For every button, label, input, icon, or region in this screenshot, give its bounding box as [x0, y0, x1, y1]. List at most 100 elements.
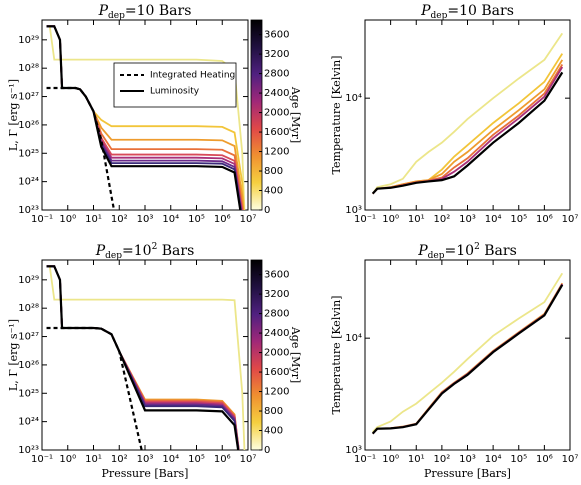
series-line — [46, 265, 240, 450]
x-tick-label: 10⁴ — [162, 214, 179, 225]
title-part: dep — [105, 251, 122, 261]
title-part: P — [420, 3, 431, 19]
series-line — [46, 265, 246, 450]
y-tick-label: 10²⁶ — [18, 120, 39, 131]
title-part: =10 Bars — [447, 3, 514, 19]
series-line — [46, 265, 240, 450]
series-line — [372, 64, 564, 195]
x-tick-label: 10⁰ — [59, 214, 76, 225]
series-line — [46, 265, 240, 450]
colorbar-tick-label: 0 — [264, 205, 270, 216]
colorbar-tick-label: 1200 — [264, 147, 289, 158]
y-tick-label: 10²⁷ — [18, 92, 39, 103]
series-line — [46, 265, 240, 450]
colorbar — [250, 259, 263, 451]
x-tick-label: 10⁰ — [382, 454, 399, 465]
panel: Pdep=102 Bars 10⁻¹ 10⁰ 10¹ 10² 10³ 10⁴ 10⁵ 10⁶ 10… — [7, 242, 302, 481]
y-tick-label: 10²⁷ — [18, 332, 39, 343]
y-tick-label: 10²⁹ — [18, 275, 39, 286]
colorbar-tick-label: 800 — [264, 166, 283, 177]
x-tick-label: 10⁻¹ — [354, 214, 376, 225]
title-part: Bars — [157, 243, 194, 259]
x-tick-label: 10⁵ — [188, 214, 205, 225]
lines — [46, 265, 246, 450]
x-tick-label: 10² — [434, 454, 451, 465]
series-line — [372, 272, 564, 433]
y-tick-label: 10²⁶ — [18, 360, 39, 371]
x-tick-label: 10⁰ — [382, 214, 399, 225]
x-tick-label: 10¹ — [408, 454, 425, 465]
y-axis-label: L, Γ [erg s⁻¹] — [7, 79, 20, 151]
x-tick-label: 10⁶ — [536, 214, 553, 225]
legend-box — [113, 62, 237, 108]
y-tick-label: 10³ — [345, 445, 362, 456]
y-tick-label: 10²³ — [18, 445, 39, 456]
panel: Pdep=10 Bars 10⁻¹ 10⁰ 10¹ 10² 10³ 10⁴ 10⁵ 10⁶ 10⁷… — [330, 3, 578, 225]
chart-title: Pdep=10 Bars — [98, 3, 192, 21]
title-part: dep — [108, 11, 125, 21]
x-tick-label: 10⁶ — [214, 454, 231, 465]
y-tick-label: 10²⁴ — [18, 417, 39, 428]
y-tick-label: 10⁴ — [345, 93, 362, 104]
colorbar-tick-label: 3600 — [264, 270, 289, 281]
title-part: P — [417, 243, 428, 259]
y-tick-label: 10²⁴ — [18, 177, 39, 188]
y-axis-label: Temperature [Kelvin] — [330, 296, 343, 415]
plot-frame — [41, 19, 249, 211]
x-tick-label: 10⁷ — [562, 214, 579, 225]
x-axis-label: Pressure [Bars] — [424, 467, 511, 480]
series-line — [46, 25, 242, 210]
y-tick-label: 10²³ — [18, 205, 39, 216]
x-tick-label: 10³ — [459, 454, 476, 465]
title-part: Bars — [480, 243, 517, 259]
x-tick-label: 10³ — [137, 214, 154, 225]
title-part: 2 — [152, 242, 158, 252]
x-tick-label: 10⁶ — [536, 454, 553, 465]
colorbar-tick-label: 800 — [264, 406, 283, 417]
series-line — [46, 25, 242, 210]
series-line — [372, 53, 564, 195]
title-part: dep — [428, 251, 445, 261]
x-tick-label: 10¹ — [408, 214, 425, 225]
series-line — [371, 32, 564, 195]
x-tick-label: 10² — [434, 214, 451, 225]
x-tick-label: 10² — [111, 214, 128, 225]
colorbar-label: Age [Myr] — [289, 326, 302, 383]
colorbar-tick-label: 2400 — [264, 328, 289, 339]
series-line — [46, 265, 240, 450]
title-part: =10 — [122, 243, 152, 259]
series-line — [46, 25, 243, 210]
title-part: 2 — [474, 242, 480, 252]
series-line — [372, 59, 564, 195]
colorbar-tick-label: 2000 — [264, 348, 289, 359]
series-line — [46, 25, 245, 210]
series-line — [46, 326, 143, 450]
series-line — [46, 25, 244, 210]
x-tick-label: 10⁻¹ — [354, 454, 376, 465]
y-tick-label: 10²⁸ — [18, 63, 39, 74]
x-tick-label: 10³ — [137, 454, 154, 465]
colorbar-tick-label: 2800 — [264, 69, 289, 80]
y-tick-label: 10²⁸ — [18, 303, 39, 314]
legend-label: Integrated Heating — [150, 71, 235, 81]
colorbar-tick-label: 2400 — [264, 88, 289, 99]
x-axis-label: Pressure [Bars] — [102, 467, 189, 480]
lines — [371, 272, 564, 435]
x-tick-label: 10⁻¹ — [31, 454, 53, 465]
colorbar-tick-label: 400 — [264, 186, 283, 197]
panel: Pdep=10 Bars 10⁻¹ 10⁰ 10¹ 10² 10³ 10⁴ 10⁵ 10⁶ 10⁷… — [7, 3, 302, 225]
colorbar-tick-label: 2000 — [264, 108, 289, 119]
title-part: =10 Bars — [125, 3, 192, 19]
title-part: dep — [431, 11, 448, 21]
colorbar-label: Age [Myr] — [289, 86, 302, 143]
x-tick-label: 10⁵ — [188, 454, 205, 465]
title-part: P — [98, 3, 109, 19]
series-line — [46, 86, 116, 210]
chart-title: Pdep=102 Bars — [95, 242, 195, 261]
x-tick-label: 10⁴ — [485, 214, 502, 225]
colorbar-tick-label: 1600 — [264, 367, 289, 378]
y-axis-label: L, Γ [erg s⁻¹] — [7, 319, 20, 391]
x-tick-label: 10¹ — [85, 214, 102, 225]
colorbar-tick-label: 1200 — [264, 387, 289, 398]
